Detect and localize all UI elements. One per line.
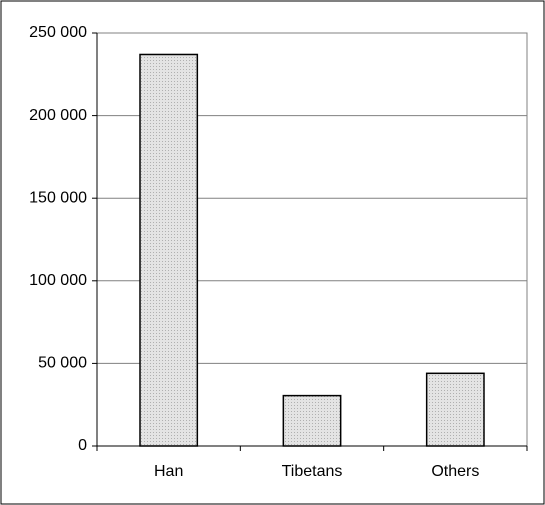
y-tick-label: 200 000: [29, 107, 87, 124]
x-tick-label: Tibetans: [282, 463, 343, 480]
y-tick-label: 150 000: [29, 189, 87, 206]
y-tick-label: 0: [78, 437, 87, 454]
x-tick-label: Others: [431, 463, 479, 480]
bar: [282, 394, 342, 447]
x-tick-label: Han: [154, 463, 183, 480]
bar: [139, 53, 199, 447]
y-tick-label: 250 000: [29, 24, 87, 41]
y-tick-label: 50 000: [38, 355, 87, 372]
bar: [425, 372, 485, 447]
y-tick-label: 100 000: [29, 272, 87, 289]
